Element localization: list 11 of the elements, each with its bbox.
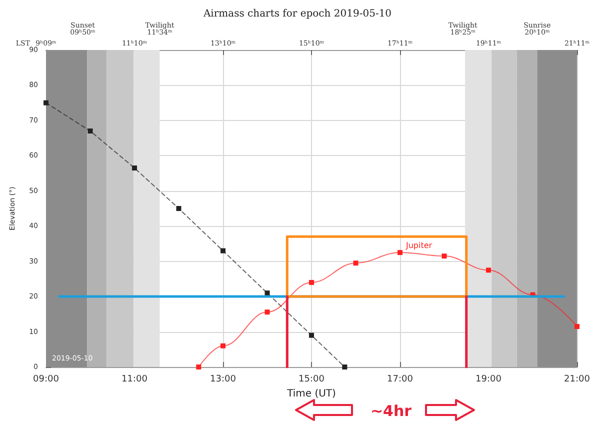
- x-tick-label: 11:00: [122, 374, 148, 384]
- x-tick-label: 19:00: [476, 374, 502, 384]
- x-tick-label: 17:00: [387, 374, 414, 384]
- x-axis-title: Time (UT): [286, 388, 336, 400]
- x-tick-label: 09:00: [33, 374, 60, 384]
- chart-title: Airmass charts for epoch 2019-05-10: [202, 8, 392, 20]
- x-tick-label: 13:00: [210, 374, 236, 384]
- x-tick-label: 15:00: [298, 374, 325, 384]
- text: ~4hr: [370, 402, 412, 420]
- series-label: Jupiter: [405, 241, 433, 250]
- x-tick-label: 21:00: [564, 374, 590, 384]
